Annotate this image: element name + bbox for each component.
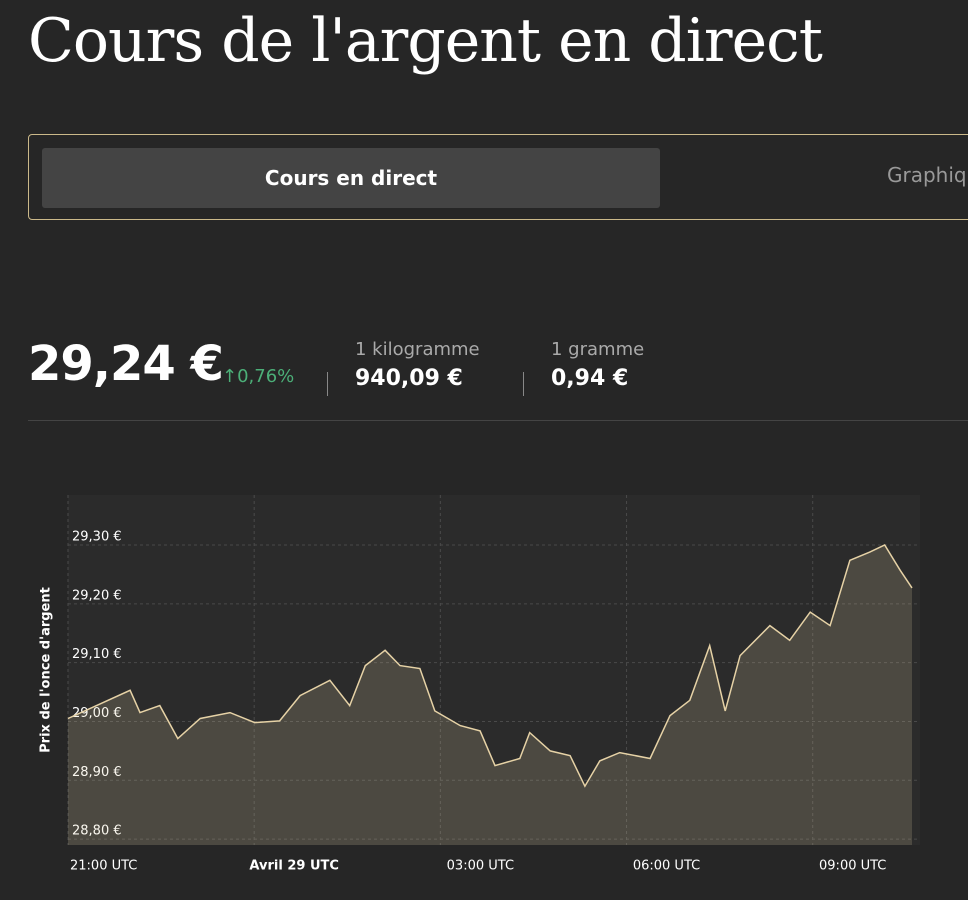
y-tick-label: 28,80 € bbox=[72, 824, 122, 839]
separator bbox=[327, 372, 328, 396]
tab-bar: Cours en direct Graphique bbox=[28, 134, 968, 220]
divider bbox=[28, 420, 968, 421]
plot-background bbox=[68, 495, 920, 845]
price-line bbox=[67, 544, 913, 788]
y-tick-label: 29,20 € bbox=[72, 588, 122, 603]
y-axis-label: Prix de l'once d'argent bbox=[39, 587, 54, 753]
unit-label: 1 kilogramme bbox=[355, 339, 480, 360]
y-tick-label: 28,90 € bbox=[72, 765, 122, 780]
y-tick-label: 29,10 € bbox=[72, 647, 122, 662]
unit-price: 0,94 € bbox=[551, 366, 629, 391]
unit-price: 940,09 € bbox=[355, 366, 463, 391]
price-area bbox=[68, 545, 912, 845]
separator bbox=[523, 372, 524, 396]
price-change: ↑0,76% bbox=[222, 366, 294, 387]
y-tick-label: 29,30 € bbox=[72, 530, 122, 545]
x-tick-label: 09:00 UTC bbox=[819, 859, 886, 874]
up-arrow: ↑ bbox=[222, 366, 238, 387]
unit-label: 1 gramme bbox=[551, 339, 645, 360]
page-title: Cours de l'argent en direct bbox=[28, 6, 823, 76]
x-tick-label: Avril 29 UTC bbox=[249, 859, 339, 874]
x-tick-label: 03:00 UTC bbox=[447, 859, 514, 874]
y-tick-label: 29,00 € bbox=[72, 706, 122, 721]
tab[interactable]: Graphique bbox=[887, 163, 968, 187]
x-tick-label: 06:00 UTC bbox=[633, 859, 700, 874]
x-tick-label: 21:00 UTC bbox=[70, 859, 137, 874]
change-value: 0,76% bbox=[237, 366, 295, 387]
spot-price: 29,24 € bbox=[28, 336, 224, 392]
tab-active[interactable]: Cours en direct bbox=[42, 148, 660, 208]
